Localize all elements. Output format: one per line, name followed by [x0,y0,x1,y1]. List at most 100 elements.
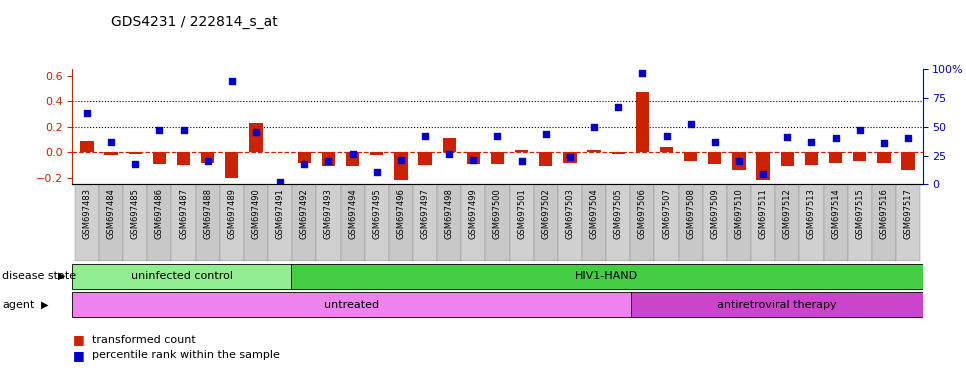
Point [780,134,795,140]
Bar [220,184,243,261]
Text: GSM697495: GSM697495 [372,188,382,239]
Text: GSM697487: GSM697487 [179,188,188,239]
Bar [678,184,703,261]
Point [538,131,554,137]
Bar [418,152,432,165]
Text: GSM697517: GSM697517 [903,188,913,239]
Text: GSM697488: GSM697488 [203,188,213,239]
Point [755,171,771,177]
Bar [291,264,923,288]
Point [490,133,505,139]
Bar [394,152,408,180]
Bar [563,152,577,162]
Bar [877,152,891,162]
Text: antiretroviral therapy: antiretroviral therapy [717,300,837,310]
Text: GSM697492: GSM697492 [299,188,309,239]
Point [562,154,578,160]
Bar [346,152,359,166]
Bar [539,152,553,166]
Text: GSM697500: GSM697500 [493,188,502,239]
Bar [249,123,263,152]
Text: GSM697489: GSM697489 [227,188,237,239]
Bar [515,150,528,152]
Text: GSM697491: GSM697491 [275,188,285,239]
Text: untreated: untreated [325,300,380,310]
Bar [485,184,510,261]
Text: GSM697494: GSM697494 [348,188,357,239]
Bar [611,152,625,154]
Bar [172,184,195,261]
Bar [72,264,291,288]
Bar [201,152,214,162]
Bar [153,152,166,164]
Bar [896,184,920,261]
Bar [462,184,485,261]
Bar [655,184,678,261]
Text: ▶: ▶ [41,300,48,310]
Bar [631,184,655,261]
Point [103,139,119,145]
Bar [442,138,456,152]
Text: GSM697485: GSM697485 [130,188,140,239]
Bar [848,184,871,261]
Bar [292,184,316,261]
Text: GSM697498: GSM697498 [444,188,454,239]
Bar [322,152,335,166]
Point [804,139,819,145]
Bar [467,152,480,164]
Point [466,157,481,163]
Bar [341,184,365,261]
Bar [388,184,413,261]
Text: GSM697507: GSM697507 [662,188,671,239]
Bar [823,184,848,261]
Point [200,158,215,164]
Bar [901,152,915,170]
Text: uninfected control: uninfected control [130,271,233,281]
Bar [80,141,94,152]
Bar [800,184,823,261]
Point [900,135,916,141]
Bar [437,184,462,261]
Text: GSM697505: GSM697505 [613,188,623,239]
Text: GSM697515: GSM697515 [855,188,865,239]
Point [272,179,288,185]
Point [876,140,892,146]
Text: GSM697503: GSM697503 [565,188,575,239]
Point [659,133,674,139]
Bar [829,152,842,162]
Bar [756,152,770,180]
Text: GSM697501: GSM697501 [517,188,526,239]
Point [683,121,698,127]
Bar [587,150,601,152]
Bar [365,184,388,261]
Bar [636,92,649,152]
Point [441,151,457,157]
Text: ■: ■ [72,349,84,362]
Text: GSM697496: GSM697496 [396,188,406,239]
Point [828,135,843,141]
Bar [752,184,776,261]
Point [611,104,626,110]
Bar [533,184,557,261]
Bar [708,152,722,164]
Text: agent: agent [2,300,35,310]
Bar [99,184,124,261]
Bar [413,184,437,261]
Bar [225,152,239,178]
Text: ■: ■ [72,333,84,346]
Bar [702,184,726,261]
Text: GSM697502: GSM697502 [541,188,551,239]
Point [176,127,191,133]
Bar [124,184,147,261]
Text: GSM697514: GSM697514 [831,188,840,239]
Bar [195,184,220,261]
Text: transformed count: transformed count [92,335,195,345]
Bar [177,152,190,165]
Bar [775,184,799,261]
Text: GSM697497: GSM697497 [420,188,430,239]
Text: GSM697504: GSM697504 [589,188,599,239]
Point [393,157,409,163]
Point [586,124,602,130]
Point [731,158,747,164]
Point [79,110,95,116]
